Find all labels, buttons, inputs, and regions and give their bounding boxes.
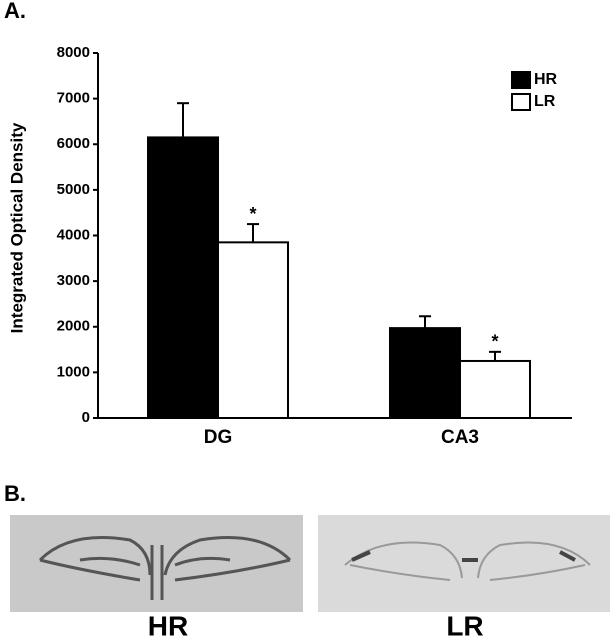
- y-tick-label: 8000: [57, 44, 90, 61]
- y-tick-label: 6000: [57, 135, 90, 152]
- brain-image: [10, 515, 303, 612]
- significance-marker: *: [249, 204, 256, 224]
- panel-label: B.: [4, 481, 26, 506]
- bar: [459, 359, 531, 419]
- bar: [389, 327, 461, 419]
- brain-image: [318, 515, 610, 612]
- bar: [147, 136, 219, 419]
- y-tick-label: 0: [82, 409, 90, 426]
- y-tick-label: 7000: [57, 90, 90, 107]
- y-tick-label: 3000: [57, 272, 90, 289]
- significance-marker: *: [491, 332, 498, 352]
- y-tick-label: 1000: [57, 363, 90, 380]
- y-tick-label: 5000: [57, 181, 90, 198]
- x-tick-label: DG: [204, 427, 233, 448]
- legend-swatch: [511, 93, 531, 111]
- panel-label: A.: [4, 0, 26, 23]
- legend-swatch: [511, 71, 531, 89]
- x-tick-label: CA3: [441, 427, 479, 448]
- y-tick-label: 2000: [57, 318, 90, 335]
- legend-label: HR: [534, 71, 558, 88]
- legend-label: LR: [534, 93, 556, 110]
- bar: [217, 241, 289, 419]
- y-tick-label: 4000: [57, 226, 90, 243]
- y-axis-label: Integrated Optical Density: [7, 122, 26, 333]
- image-label: LR: [446, 610, 483, 640]
- image-label: HR: [148, 610, 188, 640]
